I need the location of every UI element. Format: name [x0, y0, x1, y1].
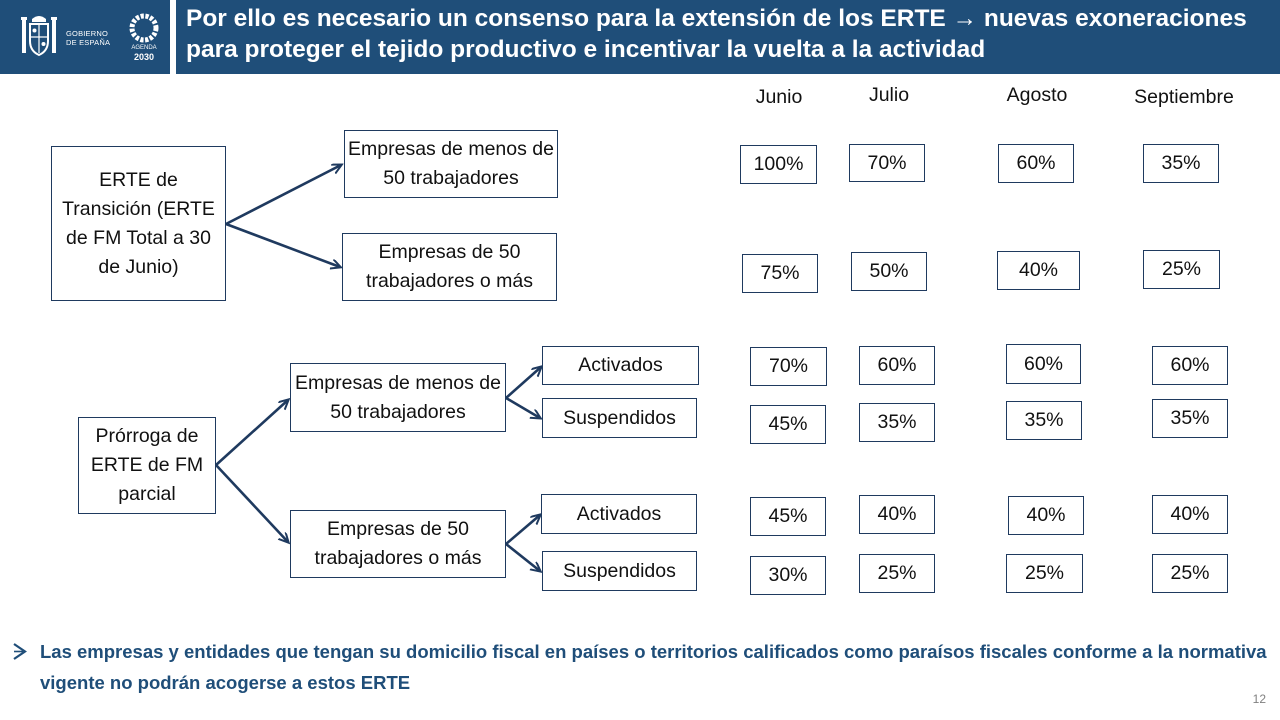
month-junio: Junio [755, 86, 803, 108]
status-p-menos-suspendidos: Suspendidos [542, 398, 697, 438]
category-prorroga-erte: Prórroga de ERTE de FM parcial [78, 417, 216, 514]
pct-p-menos-sus-junio: 45% [750, 405, 826, 444]
arrow-transicion-menos [225, 165, 341, 226]
pct-t-menos-junio: 100% [740, 145, 817, 184]
pct-p-mas-act-julio: 40% [859, 495, 935, 534]
government-label: GOBIERNO DE ESPAÑA [66, 29, 110, 47]
agenda-wheel-icon [129, 13, 159, 43]
month-septiembre: Septiembre [1134, 86, 1234, 108]
gov-line-1: GOBIERNO [66, 29, 109, 38]
pct-p-menos-sus-julio: 35% [859, 403, 935, 442]
pct-p-mas-sus-julio: 25% [859, 554, 935, 593]
agenda-year: 2030 [133, 52, 155, 62]
pct-p-mas-sus-agosto: 25% [1006, 554, 1083, 593]
status-p-mas-suspendidos: Suspendidos [542, 551, 697, 591]
group-transicion-50-o-mas: Empresas de 50 trabajadores o más [342, 233, 557, 301]
pct-p-mas-sus-junio: 30% [750, 556, 826, 595]
pct-t-mas-junio: 75% [742, 254, 818, 293]
agenda-label: AGENDA 2030 [128, 45, 160, 62]
page-number: 12 [1252, 692, 1266, 706]
group-prorroga-50-o-mas: Empresas de 50 trabajadores o más [290, 510, 506, 578]
pct-t-mas-septiembre: 25% [1143, 250, 1220, 289]
arrow-p-menos-activados [505, 367, 541, 399]
arrow-prorroga-mas [215, 464, 288, 542]
pct-p-mas-act-agosto: 40% [1008, 496, 1084, 535]
category-erte-transicion: ERTE de Transición (ERTE de FM Total a 3… [51, 146, 226, 301]
pct-p-menos-act-septiembre: 60% [1152, 346, 1228, 385]
month-agosto: Agosto [1006, 84, 1068, 106]
arrow-bullet-icon [13, 643, 27, 660]
pct-t-mas-agosto: 40% [997, 251, 1080, 290]
pct-p-menos-act-julio: 60% [859, 346, 935, 385]
coat-of-arms-icon [21, 16, 57, 57]
month-julio: Julio [868, 84, 910, 106]
agenda-word: AGENDA [131, 45, 157, 51]
slide-title: Por ello es necesario un consenso para l… [186, 5, 1247, 63]
group-transicion-menos-50: Empresas de menos de 50 trabajadores [344, 130, 558, 198]
group-prorroga-menos-50: Empresas de menos de 50 trabajadores [290, 363, 506, 432]
pct-t-menos-agosto: 60% [998, 144, 1074, 183]
pct-p-menos-act-junio: 70% [750, 347, 827, 386]
footnote-text: Las empresas y entidades que tengan su d… [40, 641, 1267, 693]
arrow-p-menos-suspendidos [505, 396, 540, 418]
arrow-p-mas-activados [505, 515, 540, 545]
pct-p-menos-sus-agosto: 35% [1006, 401, 1082, 440]
title-bar: Por ello es necesario un consenso para l… [176, 0, 1280, 74]
government-logo: GOBIERNO DE ESPAÑA AGENDA 2030 [0, 0, 170, 74]
status-p-menos-activados: Activados [542, 346, 699, 385]
pct-t-menos-septiembre: 35% [1143, 144, 1219, 183]
arrow-transicion-mas [225, 222, 340, 267]
status-p-mas-activados: Activados [541, 494, 697, 534]
gov-line-2: DE ESPAÑA [66, 38, 111, 47]
pct-t-menos-julio: 70% [849, 144, 925, 182]
pct-p-menos-sus-septiembre: 35% [1152, 399, 1228, 438]
pct-p-mas-act-junio: 45% [750, 497, 826, 536]
arrow-p-mas-suspendidos [505, 542, 540, 571]
pct-t-mas-julio: 50% [851, 252, 927, 291]
agenda-2030-logo: AGENDA 2030 [128, 12, 160, 64]
pct-p-mas-sus-septiembre: 25% [1152, 554, 1228, 593]
pct-p-menos-act-agosto: 60% [1006, 344, 1081, 384]
pct-p-mas-act-septiembre: 40% [1152, 495, 1228, 534]
arrow-prorroga-menos [215, 400, 288, 466]
